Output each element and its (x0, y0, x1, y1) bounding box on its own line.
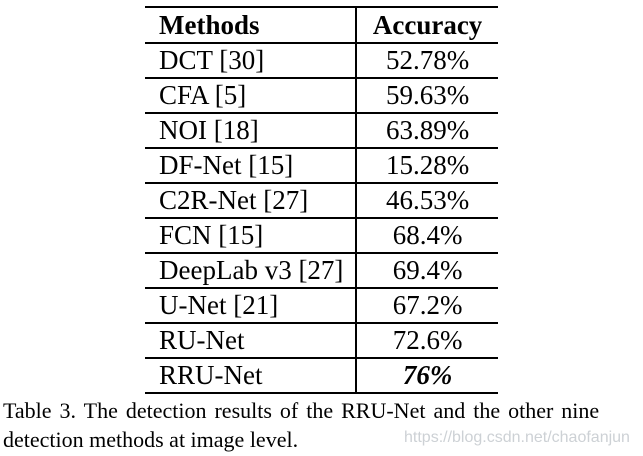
caption-line-1: Table 3. The detection results of the RR… (3, 398, 600, 423)
table-row: CFA [5] 59.63% (145, 77, 498, 113)
accuracy-cell: 72.6% (356, 322, 498, 358)
method-cell: CFA [5] (145, 77, 358, 113)
caption-line-2: detection methods at image level. (3, 427, 299, 452)
accuracy-cell: 69.4% (356, 252, 498, 288)
accuracy-cell: 15.28% (356, 147, 498, 183)
accuracy-cell: 76% (356, 357, 498, 393)
table-row: NOI [18] 63.89% (145, 112, 498, 148)
method-cell: RU-Net (145, 322, 358, 358)
table-header-row: Methods Accuracy (145, 7, 498, 43)
table-caption: Table 3. The detection results of the RR… (3, 396, 643, 454)
method-cell: RRU-Net (145, 357, 358, 393)
accuracy-cell: 59.63% (356, 77, 498, 113)
table-row: U-Net [21] 67.2% (145, 287, 498, 323)
accuracy-cell: 46.53% (356, 182, 498, 218)
accuracy-cell: 67.2% (356, 287, 498, 323)
results-table: Methods Accuracy DCT [30] 52.78% CFA [5] 59… (145, 6, 498, 394)
accuracy-cell: 63.89% (356, 112, 498, 148)
watermark-url: https://blog.csdn.net/chaofanjun (404, 429, 630, 446)
table-row: FCN [15] 68.4% (145, 217, 498, 253)
accuracy-cell: 52.78% (356, 42, 498, 78)
method-cell: DF-Net [15] (145, 147, 358, 183)
column-header-methods: Methods (145, 7, 358, 43)
table-row: RRU-Net 76% (145, 357, 498, 393)
method-cell: FCN [15] (145, 217, 358, 253)
column-header-accuracy: Accuracy (372, 9, 483, 40)
method-cell: C2R-Net [27] (145, 182, 358, 218)
table-row: DCT [30] 52.78% (145, 42, 498, 78)
table-row: RU-Net 72.6% (145, 322, 498, 358)
method-cell: NOI [18] (145, 112, 358, 148)
method-cell: DeepLab v3 [27] (145, 252, 358, 288)
table-row: DeepLab v3 [27] 69.4% (145, 252, 498, 288)
method-cell: U-Net [21] (145, 287, 358, 323)
accuracy-cell: 68.4% (356, 217, 498, 253)
method-cell: DCT [30] (145, 42, 358, 78)
table-row: DF-Net [15] 15.28% (145, 147, 498, 183)
table-row: C2R-Net [27] 46.53% (145, 182, 498, 218)
